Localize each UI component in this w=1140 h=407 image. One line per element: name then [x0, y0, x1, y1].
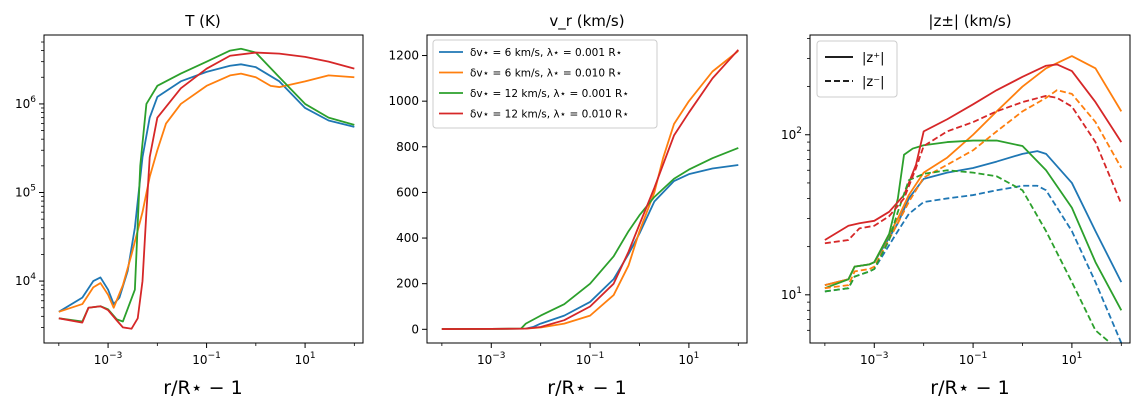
- x-tick-label-2: 101: [678, 351, 699, 367]
- legend-label-0: δv⋆ = 6 km/s, λ⋆ = 0.001 R⋆: [470, 47, 622, 59]
- elsasser-ticks: 10−3 10−1 101 101 102: [781, 37, 1122, 367]
- y-tick-label-3: 600: [396, 185, 419, 199]
- y-tick-label-0: 104: [15, 272, 36, 288]
- legend-label-2: δv⋆ = 12 km/s, λ⋆ = 0.001 R⋆: [470, 88, 629, 100]
- y-tick-label-2: 400: [396, 231, 419, 245]
- series-line-0-3: [58, 51, 355, 330]
- elsasser-legend-box: [816, 40, 898, 98]
- elsasser-xlabel: r/R⋆ − 1: [930, 377, 1009, 399]
- elsasser-legend-label-0: |z⁺|: [862, 51, 884, 66]
- series-line-0-1: [58, 72, 355, 313]
- y-tick-label-2: 106: [15, 95, 36, 111]
- elsasser-legend-label-1: |z⁻|: [862, 75, 884, 90]
- x-tick-label-2: 101: [295, 351, 316, 367]
- x-tick-label-0: 10−3: [860, 351, 889, 367]
- y-tick-label-0: 0: [411, 322, 419, 336]
- series-line-2-7: [824, 94, 1123, 245]
- velocity-xlabel: r/R⋆ − 1: [547, 377, 626, 399]
- x-tick-label-1: 10−1: [576, 351, 605, 367]
- temperature-title: T (K): [184, 12, 220, 30]
- legend-label-1: δv⋆ = 6 km/s, λ⋆ = 0.010 R⋆: [470, 68, 622, 80]
- series-line-1-0: [441, 164, 739, 330]
- x-tick-label-1: 10−1: [192, 351, 221, 367]
- y-tick-label-5: 1000: [388, 94, 419, 108]
- y-tick-label-1: 105: [15, 184, 36, 200]
- series-line-0-0: [58, 63, 355, 313]
- y-tick-label-6: 1200: [388, 49, 419, 63]
- elsasser-title: |z±| (km/s): [928, 12, 1011, 30]
- series-line-1-2: [441, 147, 739, 330]
- velocity-title: v_r (km/s): [549, 12, 624, 31]
- series-line-1-3: [441, 49, 739, 330]
- temperature-xlabel: r/R⋆ − 1: [163, 377, 242, 399]
- x-tick-label-1: 10−1: [959, 351, 988, 367]
- velocity-legend: δv⋆ = 6 km/s, λ⋆ = 0.001 R⋆ δv⋆ = 6 km/s,…: [432, 39, 658, 129]
- temperature-axes-frame: [43, 34, 364, 344]
- temperature-panel: T (K) 10−3 10−1 101 104 105 106 r/R⋆ − 1: [15, 12, 364, 399]
- legend-label-3: δv⋆ = 12 km/s, λ⋆ = 0.010 R⋆: [470, 109, 629, 121]
- velocity-marks: [441, 49, 739, 330]
- x-tick-label-0: 10−3: [94, 351, 123, 367]
- velocity-legend-box: [432, 39, 658, 129]
- series-line-2-3: [824, 63, 1123, 241]
- y-tick-label-1: 102: [781, 126, 802, 142]
- x-tick-label-0: 10−3: [477, 351, 506, 367]
- temperature-ticks: 10−3 10−1 101 104 105 106: [15, 41, 355, 367]
- y-tick-label-4: 800: [396, 140, 419, 154]
- temperature-marks: [58, 47, 355, 330]
- elsasser-axes-frame: [809, 34, 1131, 344]
- series-line-2-6: [824, 169, 1111, 343]
- elsasser-legend: |z⁺| |z⁻|: [816, 40, 898, 98]
- elsasser-panel: |z±| (km/s) 10−3 10−1 101 101 102 r/R⋆ − 1 |…: [781, 12, 1131, 399]
- velocity-axes-frame: [426, 34, 748, 344]
- y-tick-label-0: 101: [781, 286, 802, 302]
- velocity-ticks: 10−3 10−1 101 0 200 400 600 800 1000 1200: [388, 49, 739, 367]
- series-line-2-2: [824, 139, 1123, 311]
- x-tick-label-2: 101: [1061, 351, 1082, 367]
- elsasser-marks: [824, 55, 1123, 343]
- y-tick-label-1: 200: [396, 277, 419, 291]
- velocity-panel: v_r (km/s) 10−3 10−1 101020040060080010001…: [388, 12, 748, 399]
- series-line-2-5: [824, 89, 1123, 290]
